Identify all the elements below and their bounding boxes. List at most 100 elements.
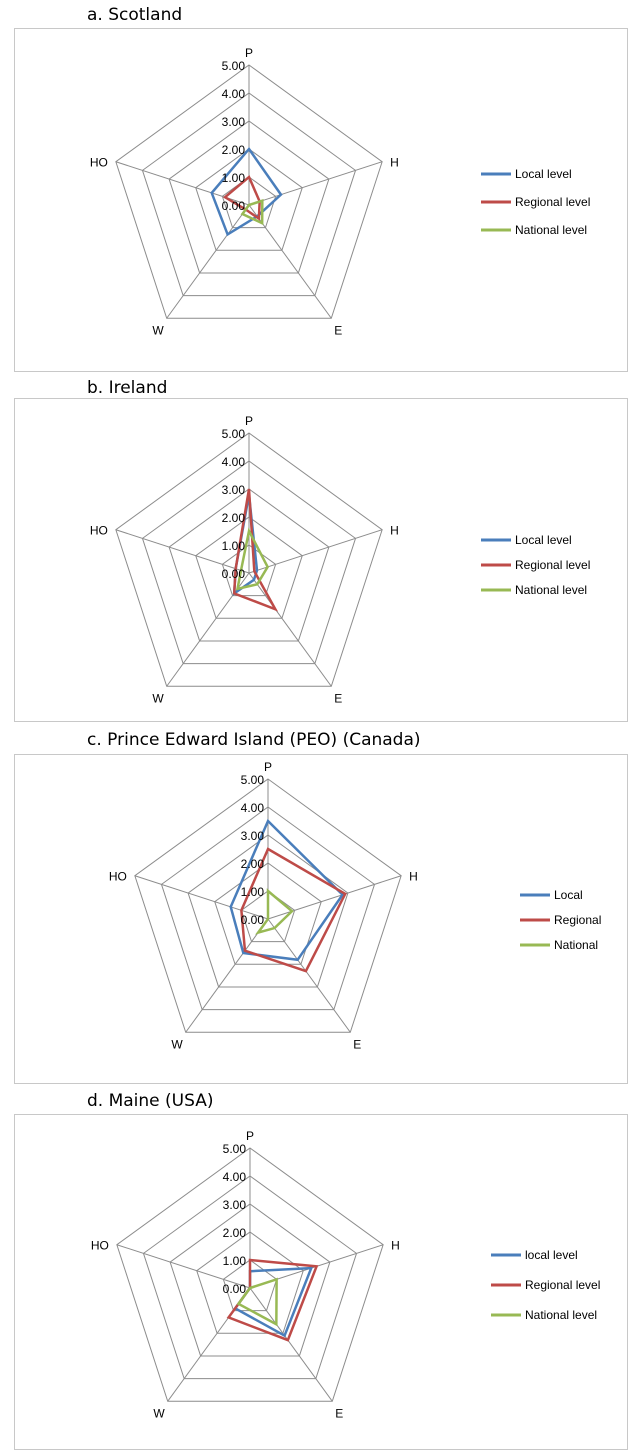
radar-spoke bbox=[267, 918, 351, 1033]
axis-label-h: H bbox=[390, 156, 399, 170]
tick-label: 2.00 bbox=[222, 511, 246, 525]
legend-label-1: Regional level bbox=[515, 195, 590, 209]
radar-gridline bbox=[169, 1203, 331, 1357]
radar-gridline bbox=[168, 120, 330, 274]
axis-label-ho: HO bbox=[90, 156, 108, 170]
axis-label-w: W bbox=[152, 691, 164, 705]
axis-label-ho: HO bbox=[90, 524, 108, 538]
legend-label-0: Local level bbox=[515, 533, 572, 547]
tick-label: 3.00 bbox=[222, 115, 246, 129]
series-line-2 bbox=[240, 198, 264, 226]
tick-label: 2.00 bbox=[222, 143, 246, 157]
tick-label: 1.00 bbox=[223, 1254, 247, 1268]
tick-label: 0.00 bbox=[222, 199, 246, 213]
series-line-2 bbox=[236, 1277, 278, 1327]
axis-label-e: E bbox=[334, 323, 342, 337]
radar-gridline bbox=[134, 778, 402, 1033]
series-line-1 bbox=[226, 1258, 319, 1342]
tick-label: 5.00 bbox=[222, 59, 246, 73]
axis-label-e: E bbox=[334, 691, 342, 705]
radar-chart-scotland: 0.00 1.00 2.00 3.00 4.00 5.00P H E W HO Local leve… bbox=[90, 46, 591, 337]
legend-label-1: Regional level bbox=[525, 1278, 600, 1292]
axis-label-w: W bbox=[152, 323, 164, 337]
legend-label-1: Regional bbox=[554, 913, 601, 927]
radar-spoke bbox=[248, 161, 383, 206]
legend-label-1: Regional level bbox=[515, 558, 590, 572]
tick-label: 0.00 bbox=[222, 567, 246, 581]
radar-spoke bbox=[116, 1244, 251, 1289]
chart-panel-ireland: 0.00 1.00 2.00 3.00 4.00 5.00 P H E W HO Local leve… bbox=[14, 398, 628, 722]
tick-label: 5.00 bbox=[241, 773, 265, 787]
chart-title-a: a. Scotland bbox=[87, 5, 183, 25]
axis-label-p: P bbox=[245, 414, 253, 428]
tick-label: 1.00 bbox=[241, 885, 265, 899]
radar-spoke bbox=[134, 875, 269, 920]
chart-title-b: b. Ireland bbox=[87, 378, 168, 398]
radar-gridline bbox=[195, 516, 303, 619]
radar-chart-pei: 0.00 1.00 2.00 3.00 4.00 5.00P H E W HO Local Regio… bbox=[109, 760, 602, 1051]
series-line-0 bbox=[229, 818, 345, 962]
series-line-1 bbox=[222, 174, 261, 221]
tick-label: 5.00 bbox=[223, 1142, 247, 1156]
radar-spoke bbox=[115, 529, 250, 574]
radar-grid bbox=[115, 64, 383, 319]
legend-label-2: National level bbox=[515, 223, 587, 237]
radar-chart-maine: 0.00 1.00 2.00 3.00 4.00 5.00P H E W HO local leve… bbox=[91, 1129, 601, 1420]
radar-gridline bbox=[141, 92, 357, 297]
radar-gridline bbox=[141, 460, 357, 665]
radar-grid bbox=[134, 778, 402, 1033]
tick-label: 1.00 bbox=[222, 539, 246, 553]
radar-gridline bbox=[115, 432, 383, 687]
chart-title-d: d. Maine (USA) bbox=[87, 1091, 214, 1111]
series-line-1 bbox=[240, 847, 347, 973]
tick-label: 2.00 bbox=[241, 857, 265, 871]
radar-gridline bbox=[187, 834, 349, 988]
axis-label-w: W bbox=[171, 1037, 183, 1051]
legend-label-0: Local level bbox=[515, 167, 572, 181]
radar-gridline bbox=[195, 148, 303, 251]
radar-spoke bbox=[248, 529, 383, 574]
series-line-0 bbox=[210, 146, 283, 237]
series-line-1 bbox=[232, 488, 279, 612]
legend-label-2: National level bbox=[515, 583, 587, 597]
axis-label-p: P bbox=[246, 1129, 254, 1143]
axis-label-ho: HO bbox=[91, 1239, 109, 1253]
radar-spoke bbox=[249, 1287, 333, 1402]
axis-label-ho: HO bbox=[109, 870, 127, 884]
axis-label-p: P bbox=[245, 46, 253, 60]
legend-label-2: National level bbox=[525, 1308, 597, 1322]
radar-gridline bbox=[168, 488, 330, 642]
series-line-2 bbox=[255, 888, 294, 935]
chart-title-c: c. Prince Edward Island (PEO) (Canada) bbox=[87, 730, 421, 750]
radar-gridline bbox=[214, 862, 322, 965]
radar-spoke bbox=[248, 572, 332, 687]
tick-label: 4.00 bbox=[241, 801, 265, 815]
legend-label-0: Local bbox=[554, 888, 583, 902]
series-line-2 bbox=[235, 527, 270, 591]
tick-label: 1.00 bbox=[222, 171, 246, 185]
radar-spoke bbox=[166, 204, 250, 319]
tick-label: 3.00 bbox=[241, 829, 265, 843]
radar-gridline bbox=[221, 176, 277, 229]
tick-label: 3.00 bbox=[222, 483, 246, 497]
tick-label: 3.00 bbox=[223, 1198, 247, 1212]
tick-label: 0.00 bbox=[241, 913, 265, 927]
legend-label-0: local level bbox=[525, 1248, 578, 1262]
radar-grid bbox=[115, 432, 383, 687]
radar-chart-ireland: 0.00 1.00 2.00 3.00 4.00 5.00P H E W HO Local leve… bbox=[90, 414, 591, 705]
axis-label-e: E bbox=[353, 1037, 361, 1051]
axis-label-p: P bbox=[264, 760, 272, 774]
axis-label-h: H bbox=[390, 524, 399, 538]
chart-panel-maine: 0.00 1.00 2.00 3.00 4.00 5.00 P H E W HO local leve… bbox=[14, 1114, 628, 1450]
chart-panel-pei: 0.00 1.00 2.00 3.00 4.00 5.00 P H E W HO Local Regio… bbox=[14, 754, 628, 1084]
radar-gridline bbox=[115, 64, 383, 319]
axis-label-h: H bbox=[391, 1239, 400, 1253]
radar-gridline bbox=[142, 1175, 358, 1380]
axis-label-h: H bbox=[409, 870, 418, 884]
legend-label-2: National bbox=[554, 938, 598, 952]
chart-panel-scotland: 0.00 1.00 2.00 3.00 4.00 5.00 P H E W HO Local leve… bbox=[14, 28, 628, 372]
radar-gridline bbox=[240, 890, 296, 943]
tick-label: 5.00 bbox=[222, 427, 246, 441]
axis-label-e: E bbox=[335, 1406, 343, 1420]
tick-label: 4.00 bbox=[223, 1170, 247, 1184]
